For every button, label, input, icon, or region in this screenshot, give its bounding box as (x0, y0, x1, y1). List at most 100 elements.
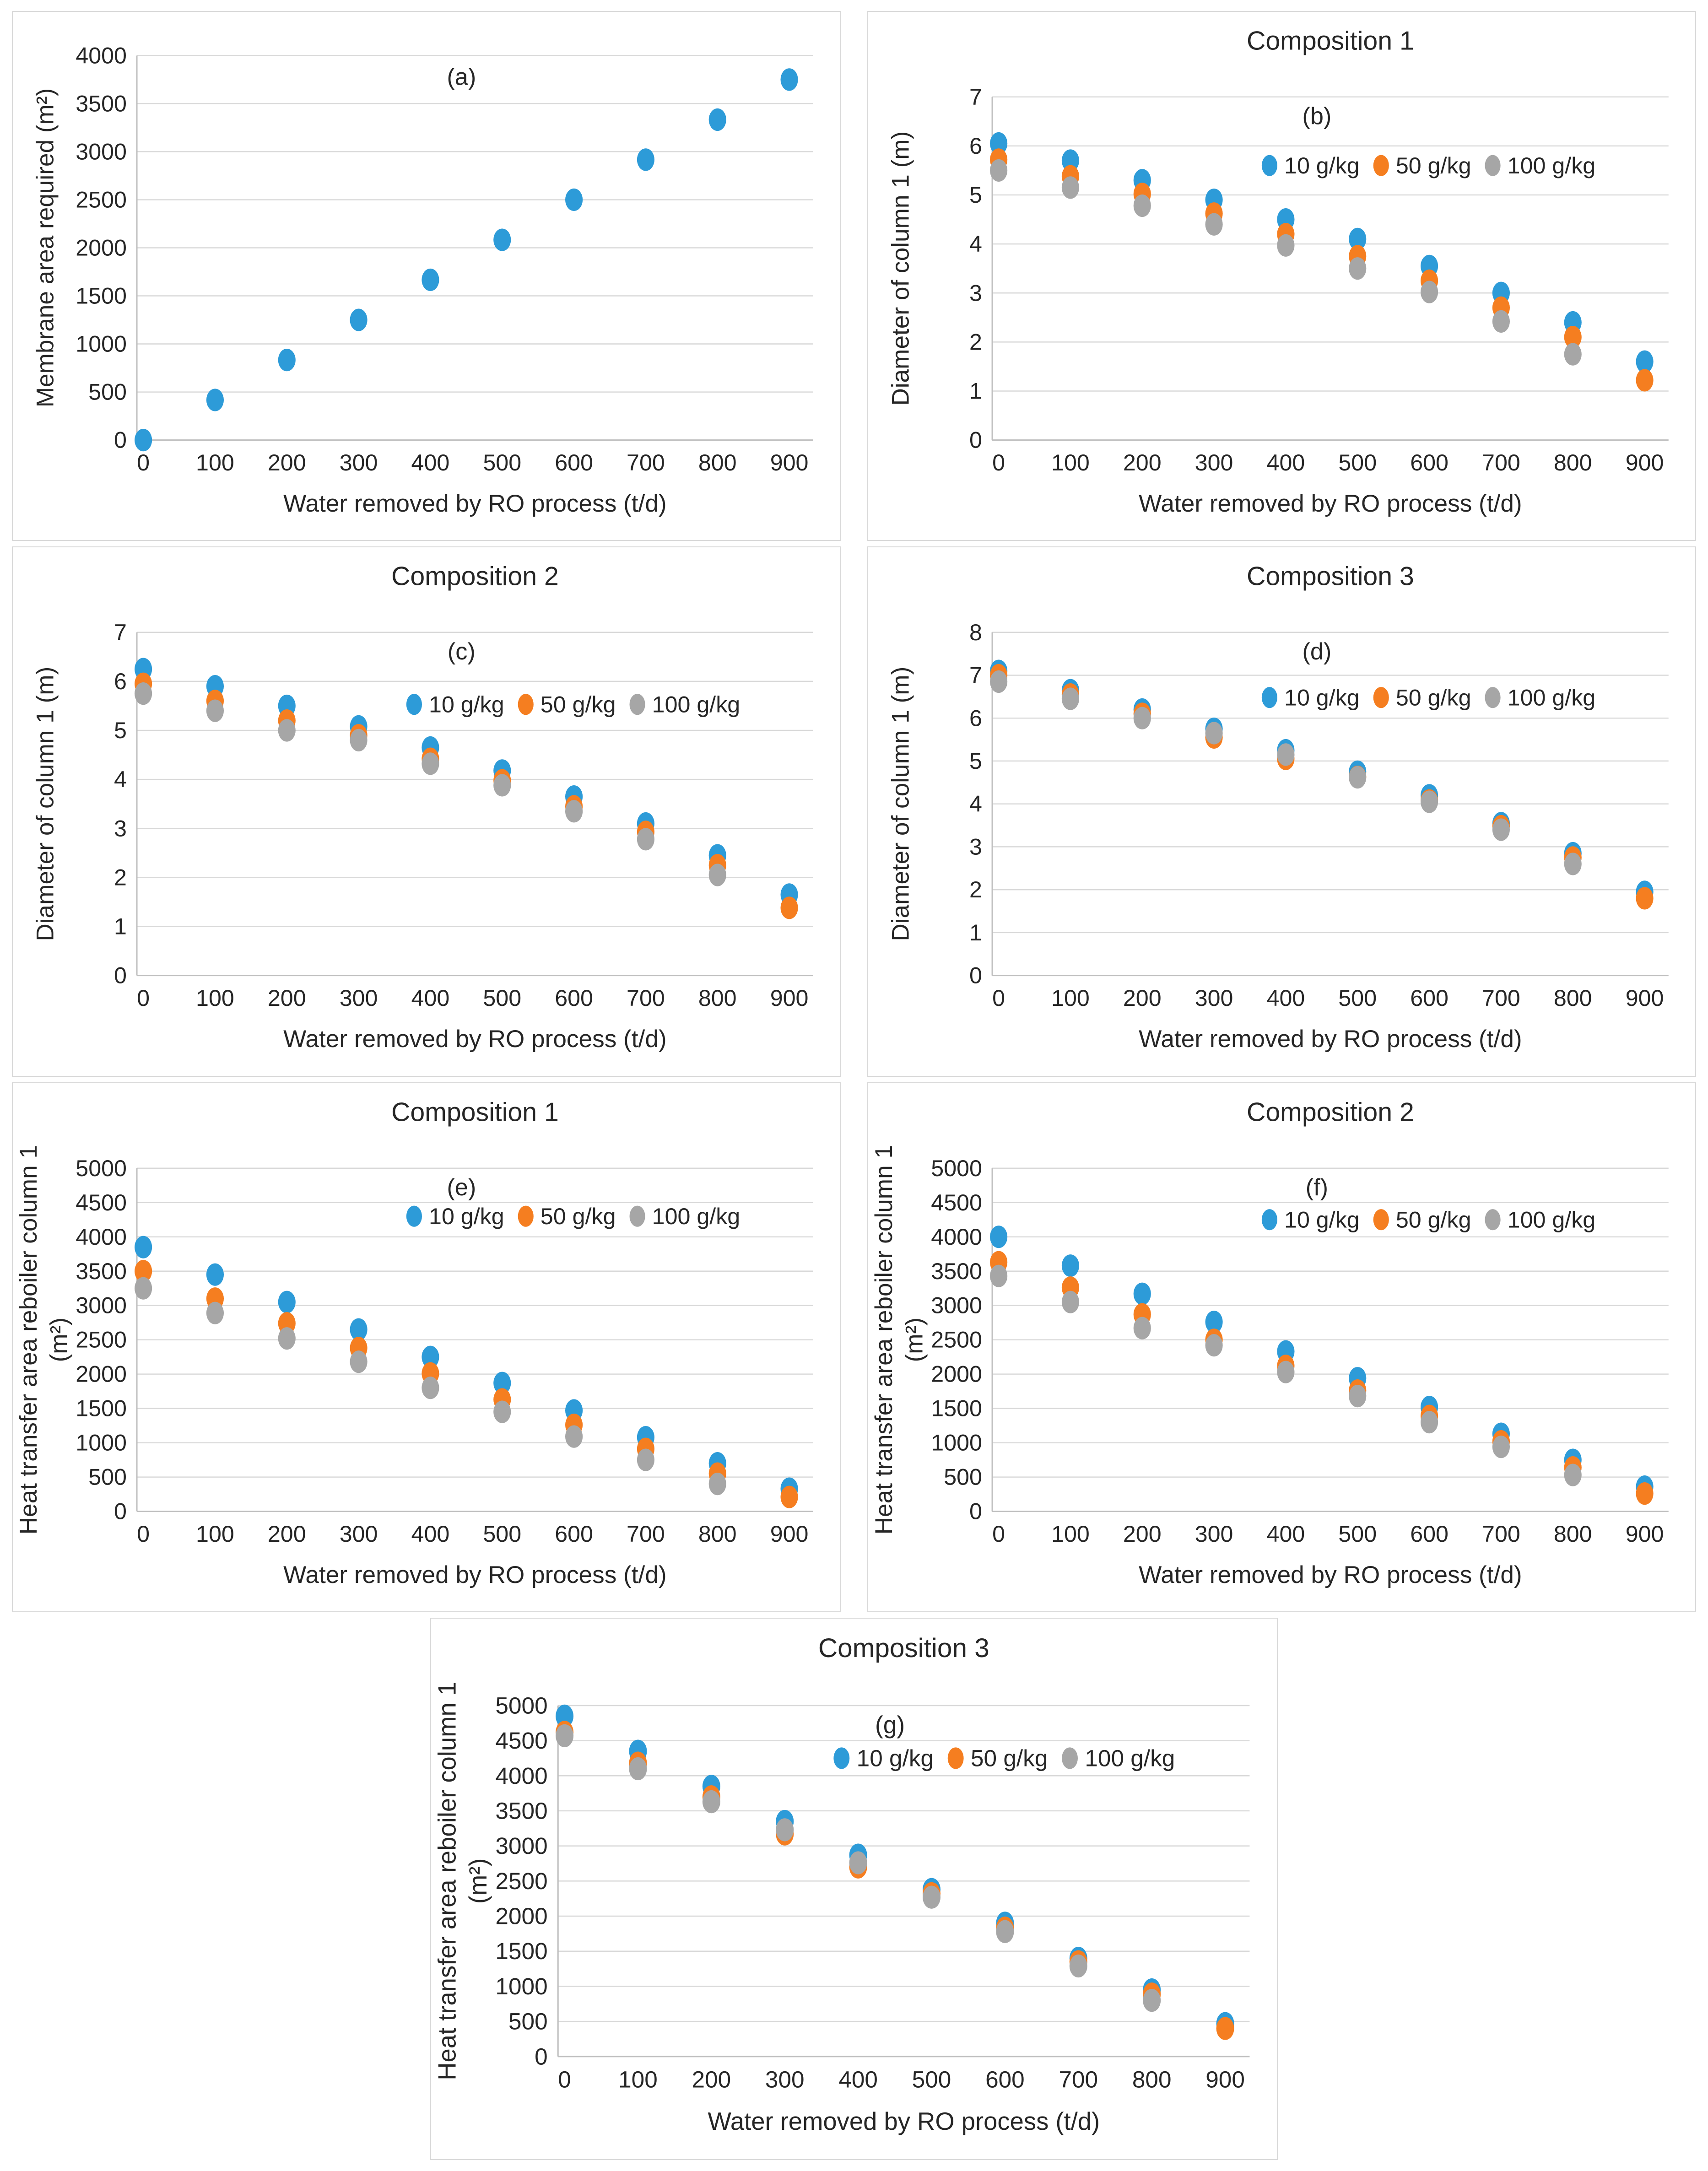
y-axis-title: Diameter of column 1 (m) (887, 131, 914, 406)
data-point (565, 188, 583, 211)
data-point (135, 1277, 152, 1300)
y-tick-label: 2500 (76, 187, 127, 213)
y-tick-label: 5 (969, 182, 982, 208)
data-point (135, 1260, 152, 1283)
y-axis-title: Diameter of column 1 (m) (887, 667, 914, 941)
y-tick-label: 3 (969, 834, 982, 860)
legend-label: 10 g/kg (1284, 685, 1360, 711)
y-tick-label: 4000 (76, 1224, 127, 1250)
y-tick-label: 4000 (495, 1763, 547, 1789)
x-tick-label: 700 (627, 450, 665, 475)
legend-marker-icon (1373, 1209, 1389, 1231)
data-point (1349, 227, 1367, 250)
y-axis-title: (m²) (45, 1318, 72, 1362)
y-tick-label: 7 (114, 620, 127, 645)
y-axis-title: (m²) (464, 1858, 492, 1904)
y-tick-label: 1000 (76, 331, 127, 357)
panel-letter: (a) (447, 64, 476, 91)
y-axis-title: Membrane area required (m²) (32, 88, 59, 408)
x-tick-label: 100 (196, 450, 234, 475)
data-point (1061, 176, 1080, 199)
data-point (135, 429, 152, 452)
data-point (708, 1472, 726, 1496)
y-tick-label: 2000 (495, 1903, 547, 1929)
data-point (1133, 1282, 1151, 1305)
x-tick-label: 900 (1626, 450, 1664, 475)
data-point (565, 800, 583, 823)
x-tick-label: 0 (137, 450, 150, 475)
legend-label: 100 g/kg (652, 1204, 740, 1229)
data-point (1564, 343, 1582, 366)
legend-marker-icon (629, 694, 645, 715)
y-tick-label: 4500 (495, 1728, 547, 1754)
x-tick-label: 500 (1338, 450, 1377, 475)
y-tick-label: 0 (535, 2044, 548, 2070)
y-tick-label: 1000 (76, 1430, 127, 1456)
data-point (493, 228, 511, 251)
data-point (990, 132, 1008, 155)
y-axis-title: Heat transfer area reboiler column 1 (15, 1145, 42, 1534)
x-tick-label: 500 (1338, 985, 1377, 1011)
x-tick-label: 600 (1410, 450, 1449, 475)
y-tick-label: 2000 (931, 1361, 982, 1387)
x-tick-label: 300 (1195, 1521, 1233, 1547)
data-point (1133, 1317, 1151, 1339)
data-point (1492, 818, 1510, 841)
x-tick-label: 300 (340, 450, 378, 475)
data-point (1349, 766, 1367, 789)
y-tick-label: 6 (969, 133, 982, 159)
x-tick-label: 700 (1482, 1521, 1520, 1547)
x-tick-label: 600 (1410, 985, 1449, 1011)
data-point (350, 1350, 368, 1373)
x-tick-label: 100 (1051, 1521, 1090, 1547)
x-tick-label: 600 (985, 2067, 1025, 2093)
y-tick-label: 0 (114, 427, 127, 453)
figure-row-3: 0 500 1000 1500 2000 2500 3000 3500 4000 4500 5000… (12, 1082, 1696, 1613)
data-point (422, 1345, 439, 1368)
x-axis-title: Water removed by RO process (t/d) (708, 2107, 1100, 2135)
data-point (1349, 257, 1367, 280)
y-axis-title: Heat transfer area reboiler column 1 (870, 1145, 897, 1534)
x-tick-label: 400 (411, 1521, 450, 1547)
y-tick-label: 2 (114, 865, 127, 891)
data-point (990, 1264, 1008, 1287)
y-tick-label: 3000 (495, 1833, 547, 1859)
data-point (1492, 310, 1510, 333)
x-tick-label: 800 (1554, 1521, 1592, 1547)
data-point (556, 1705, 574, 1728)
x-tick-label: 200 (1123, 1521, 1162, 1547)
x-tick-label: 500 (483, 450, 521, 475)
x-tick-label: 900 (1626, 985, 1664, 1011)
legend-marker-icon (629, 1205, 645, 1227)
y-tick-label: 2000 (76, 235, 127, 261)
panel-letter: (b) (1302, 103, 1331, 130)
y-tick-label: 4000 (76, 43, 127, 68)
y-tick-label: 4500 (76, 1190, 127, 1215)
data-point (923, 1885, 941, 1909)
legend-label: 50 g/kg (1396, 153, 1471, 178)
chart-c: 0 1 2 3 4 5 6 7 0 100 200 300 400 500 600 700 800 900 Wate… (32, 562, 813, 1053)
data-point (708, 108, 726, 131)
data-point (1133, 194, 1151, 217)
y-tick-label: 2500 (495, 1868, 547, 1894)
chart-panel-g: 0 500 1000 1500 2000 2500 3000 3500 4000 4500 5000… (430, 1618, 1278, 2160)
legend-label: 50 g/kg (971, 1745, 1048, 1771)
x-tick-label: 700 (627, 1521, 665, 1547)
data-point (990, 159, 1008, 182)
x-tick-label: 500 (912, 2067, 951, 2093)
chart-title: Composition 1 (1247, 26, 1414, 55)
chart-g: 0500100015002000250030003500400045005000… (433, 1634, 1250, 2135)
y-tick-label: 4000 (931, 1224, 982, 1250)
x-tick-label: 100 (1051, 450, 1090, 475)
data-point (135, 682, 152, 705)
chart-f: 0500100015002000250030003500400045005000… (870, 1097, 1669, 1588)
legend-marker-icon (406, 694, 422, 715)
y-tick-label: 3 (969, 280, 982, 306)
x-tick-label: 800 (1554, 450, 1592, 475)
data-point (849, 1851, 867, 1875)
x-tick-label: 900 (1205, 2067, 1245, 2093)
y-tick-label: 1500 (76, 1396, 127, 1421)
data-point (780, 896, 798, 919)
y-tick-label: 0 (969, 963, 982, 988)
x-axis-title: Water removed by RO process (t/d) (283, 490, 666, 517)
